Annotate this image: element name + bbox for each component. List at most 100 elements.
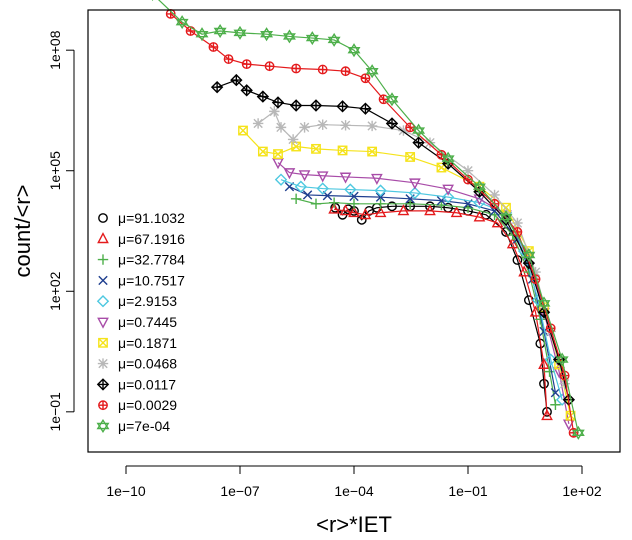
data-point	[290, 193, 302, 205]
data-point	[522, 247, 536, 262]
data-point	[398, 125, 409, 136]
data-point	[210, 80, 224, 94]
data-point	[238, 125, 248, 136]
data-point	[316, 182, 329, 195]
series-2	[328, 202, 553, 421]
data-point	[374, 184, 387, 197]
series-layer	[151, 0, 585, 440]
data-point	[405, 152, 416, 162]
data-point	[317, 64, 328, 75]
data-point	[367, 146, 378, 157]
data-point	[309, 99, 323, 112]
data-point	[208, 42, 219, 52]
series-5	[274, 173, 569, 406]
data-point	[538, 357, 550, 369]
data-point	[260, 27, 274, 42]
data-point	[544, 366, 555, 377]
data-point	[302, 190, 313, 200]
data-point	[256, 90, 270, 103]
data-point	[359, 102, 372, 115]
legend-item: μ=0.0468	[97, 356, 177, 372]
data-point	[264, 61, 275, 72]
data-point	[555, 352, 569, 367]
data-point	[252, 118, 264, 129]
x-tick-label: 1e−07	[220, 483, 260, 499]
data-point	[316, 171, 329, 183]
data-point	[518, 265, 530, 277]
data-point	[311, 143, 321, 154]
data-point	[360, 73, 371, 84]
data-point	[512, 217, 523, 229]
legend-item: μ=32.7784	[97, 252, 185, 268]
data-point	[271, 96, 285, 109]
legend-marker	[97, 317, 109, 329]
data-point	[491, 216, 504, 228]
data-point	[337, 145, 348, 156]
data-point	[571, 425, 585, 440]
legend-item: μ=10.7517	[98, 272, 185, 288]
legend-marker	[98, 213, 108, 223]
series-line	[277, 162, 570, 425]
data-point	[385, 92, 399, 107]
legend-label: μ=0.7445	[118, 314, 177, 330]
data-point	[305, 31, 319, 46]
series-line	[295, 198, 557, 405]
data-point	[348, 206, 360, 218]
data-point	[348, 198, 360, 210]
data-point	[530, 266, 541, 278]
data-point	[330, 202, 341, 213]
data-point	[366, 120, 378, 132]
y-tick-label: 1e+08	[47, 30, 63, 70]
data-point	[404, 198, 416, 210]
data-point	[328, 202, 340, 214]
data-point	[506, 237, 519, 249]
y-tick-label: 1e+05	[47, 151, 63, 191]
data-point	[175, 15, 189, 30]
data-point	[185, 26, 196, 36]
legend-label: μ=91.1032	[118, 210, 185, 226]
series-line	[289, 186, 557, 393]
data-point	[450, 206, 463, 218]
data-point	[347, 43, 361, 58]
legend-label: μ=0.1871	[118, 335, 177, 351]
data-point	[544, 353, 557, 366]
legend-marker	[97, 254, 109, 265]
data-point	[412, 123, 426, 138]
y-axis-title: count/<r>	[10, 185, 35, 278]
data-point	[240, 84, 253, 97]
legend-item: μ=91.1032	[98, 210, 185, 226]
data-point	[441, 190, 455, 204]
data-point	[287, 134, 299, 145]
data-point	[472, 179, 486, 194]
data-point	[257, 146, 268, 157]
data-point	[223, 54, 234, 64]
x-axis-title: <r>*IET	[316, 512, 392, 537]
x-axis: 1e−10 1e−07 1e−04 1e−01 1e+02	[106, 465, 602, 499]
data-point	[462, 165, 474, 176]
data-point	[365, 64, 379, 79]
data-point	[298, 170, 311, 182]
data-point	[397, 204, 410, 216]
data-point	[550, 387, 561, 398]
legend-item: μ=2.9153	[96, 293, 177, 309]
legend-marker	[96, 295, 110, 308]
data-point	[424, 204, 436, 216]
data-point	[441, 151, 455, 166]
data-point	[195, 27, 209, 42]
legend-label: μ=10.7517	[118, 272, 185, 288]
data-point	[409, 178, 421, 190]
data-point	[408, 186, 422, 200]
legend-item: μ=67.1916	[97, 231, 185, 247]
data-point	[375, 198, 386, 210]
series-line	[216, 79, 570, 400]
data-point	[537, 296, 551, 311]
legend-label: μ=0.0029	[118, 397, 177, 413]
data-point	[310, 198, 322, 210]
legend: μ=91.1032 μ=67.1916 μ=32.7784 μ=10.7517 μ=2.…	[96, 210, 185, 434]
series-line	[170, 13, 575, 433]
series-line	[257, 110, 566, 384]
data-point	[340, 120, 351, 131]
data-point	[273, 149, 283, 159]
legend-label: μ=0.0117	[118, 376, 176, 392]
